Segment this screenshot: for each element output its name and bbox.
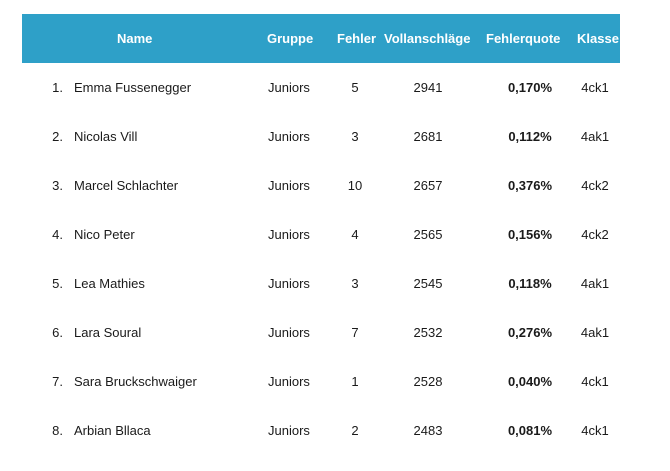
- header-klasse: Klasse: [577, 31, 619, 46]
- fehler-cell: 1: [351, 374, 359, 389]
- fehler-cell: 3: [351, 129, 359, 144]
- table-row: 7. Sara Bruckschwaiger Juniors 1 2528 0,…: [22, 357, 620, 406]
- rank-cell: 8.: [52, 423, 63, 438]
- name-cell: Nicolas Vill: [74, 129, 138, 144]
- klasse-cell: 4ck2: [581, 178, 609, 193]
- fehlerquote-cell: 0,156%: [507, 227, 553, 242]
- name-cell: Arbian Bllaca: [74, 423, 151, 438]
- klasse-cell: 4ck1: [581, 80, 609, 95]
- klasse-cell: 4ck1: [581, 374, 609, 389]
- table-header: Name Gruppe Fehler Vollanschläge Fehlerq…: [22, 14, 620, 63]
- klasse-cell: 4ck1: [581, 423, 609, 438]
- table-row: 3. Marcel Schlachter Juniors 10 2657 0,3…: [22, 161, 620, 210]
- name-cell: Lara Soural: [74, 325, 142, 340]
- klasse-cell: 4ak1: [580, 129, 610, 144]
- fehler-cell: 10: [347, 178, 363, 193]
- klasse-cell: 4ck2: [581, 227, 609, 242]
- vollanschlaege-cell: 2545: [413, 276, 443, 291]
- vollanschlaege-cell: 2483: [413, 423, 443, 438]
- gruppe-cell: Juniors: [268, 374, 310, 389]
- gruppe-cell: Juniors: [268, 80, 310, 95]
- vollanschlaege-cell: 2565: [413, 227, 443, 242]
- rank-cell: 6.: [52, 325, 63, 340]
- fehler-cell: 5: [351, 80, 359, 95]
- rank-cell: 5.: [52, 276, 63, 291]
- fehlerquote-cell: 0,081%: [507, 423, 553, 438]
- rank-cell: 4.: [52, 227, 63, 242]
- vollanschlaege-cell: 2528: [413, 374, 443, 389]
- klasse-cell: 4ak1: [580, 276, 610, 291]
- header-vollanschlaege: Vollanschläge: [384, 31, 471, 46]
- gruppe-cell: Juniors: [268, 325, 310, 340]
- table-row: 1. Emma Fussenegger Juniors 5 2941 0,170…: [22, 63, 620, 112]
- fehler-cell: 2: [351, 423, 359, 438]
- name-cell: Sara Bruckschwaiger: [74, 374, 197, 389]
- rank-cell: 2.: [52, 129, 63, 144]
- table-row: 8. Arbian Bllaca Juniors 2 2483 0,081% 4…: [22, 406, 620, 455]
- header-fehlerquote: Fehlerquote: [486, 31, 561, 46]
- vollanschlaege-cell: 2681: [413, 129, 443, 144]
- table-row: 4. Nico Peter Juniors 4 2565 0,156% 4ck2: [22, 210, 620, 259]
- fehlerquote-cell: 0,376%: [507, 178, 553, 193]
- fehler-cell: 7: [351, 325, 359, 340]
- name-cell: Marcel Schlachter: [74, 178, 179, 193]
- table-row: 5. Lea Mathies Juniors 3 2545 0,118% 4ak…: [22, 259, 620, 308]
- fehlerquote-cell: 0,276%: [507, 325, 553, 340]
- vollanschlaege-cell: 2657: [413, 178, 443, 193]
- fehler-cell: 4: [351, 227, 359, 242]
- name-cell: Emma Fussenegger: [74, 80, 192, 95]
- name-cell: Lea Mathies: [74, 276, 145, 291]
- fehlerquote-cell: 0,170%: [507, 80, 553, 95]
- fehlerquote-cell: 0,118%: [508, 276, 552, 291]
- results-table: Name Gruppe Fehler Vollanschläge Fehlerq…: [22, 14, 620, 455]
- fehler-cell: 3: [351, 276, 359, 291]
- gruppe-cell: Juniors: [268, 178, 310, 193]
- gruppe-cell: Juniors: [268, 129, 310, 144]
- vollanschlaege-cell: 2532: [413, 325, 443, 340]
- name-cell: Nico Peter: [74, 227, 135, 242]
- fehlerquote-cell: 0,040%: [507, 374, 553, 389]
- gruppe-cell: Juniors: [268, 276, 310, 291]
- header-name: Name: [117, 31, 153, 46]
- header-gruppe: Gruppe: [267, 31, 314, 46]
- rank-cell: 3.: [52, 178, 63, 193]
- table-row: 6. Lara Soural Juniors 7 2532 0,276% 4ak…: [22, 308, 620, 357]
- klasse-cell: 4ak1: [580, 325, 610, 340]
- gruppe-cell: Juniors: [268, 423, 310, 438]
- fehlerquote-cell: 0,112%: [508, 129, 552, 144]
- rank-cell: 7.: [52, 374, 63, 389]
- gruppe-cell: Juniors: [268, 227, 310, 242]
- rank-cell: 1.: [52, 80, 63, 95]
- header-fehler: Fehler: [337, 31, 377, 46]
- vollanschlaege-cell: 2941: [413, 80, 443, 95]
- table-row: 2. Nicolas Vill Juniors 3 2681 0,112% 4a…: [22, 112, 620, 161]
